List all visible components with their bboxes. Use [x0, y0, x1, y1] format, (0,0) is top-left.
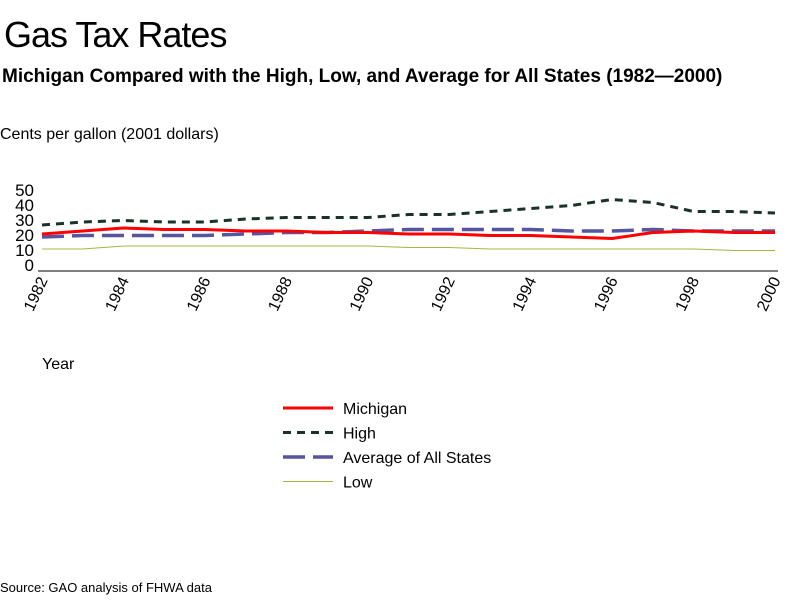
x-tick-label: 1992	[428, 274, 458, 314]
y-tick-label: 10	[15, 241, 34, 260]
chart-subtitle: Michigan Compared with the High, Low, an…	[2, 66, 723, 87]
y-axis-label: Cents per gallon (2001 dollars)	[0, 126, 219, 143]
x-axis-label: Year	[42, 356, 75, 373]
y-tick-label: 20	[15, 226, 34, 245]
x-tick-label: 1990	[347, 274, 377, 314]
series-line-average-of-all-states	[41, 227, 775, 239]
legend-label: Low	[343, 475, 373, 492]
y-tick-label: 0	[25, 256, 34, 275]
series-line-high	[41, 197, 776, 227]
x-tick-label: 2000	[754, 274, 784, 314]
legend-label: Michigan	[343, 401, 407, 418]
legend-label: High	[343, 426, 376, 443]
source-note: Source: GAO analysis of FHWA data	[0, 580, 212, 595]
legend-label: Average of All States	[343, 450, 491, 467]
y-tick-label: 30	[15, 211, 34, 230]
x-tick-label: 1982	[21, 274, 51, 314]
x-tick-label: 1994	[510, 274, 540, 314]
chart-title: Gas Tax Rates	[4, 14, 227, 55]
y-tick-label: 40	[15, 196, 34, 215]
x-tick-label: 1986	[184, 274, 214, 314]
x-tick-label: 1996	[591, 274, 621, 314]
x-tick-label: 1988	[266, 274, 296, 314]
y-tick-label: 50	[15, 181, 34, 200]
series-line-michigan	[41, 226, 775, 241]
x-tick-label: 1998	[673, 274, 703, 314]
series-line-low	[42, 245, 775, 251]
x-tick-label: 1984	[103, 274, 133, 314]
